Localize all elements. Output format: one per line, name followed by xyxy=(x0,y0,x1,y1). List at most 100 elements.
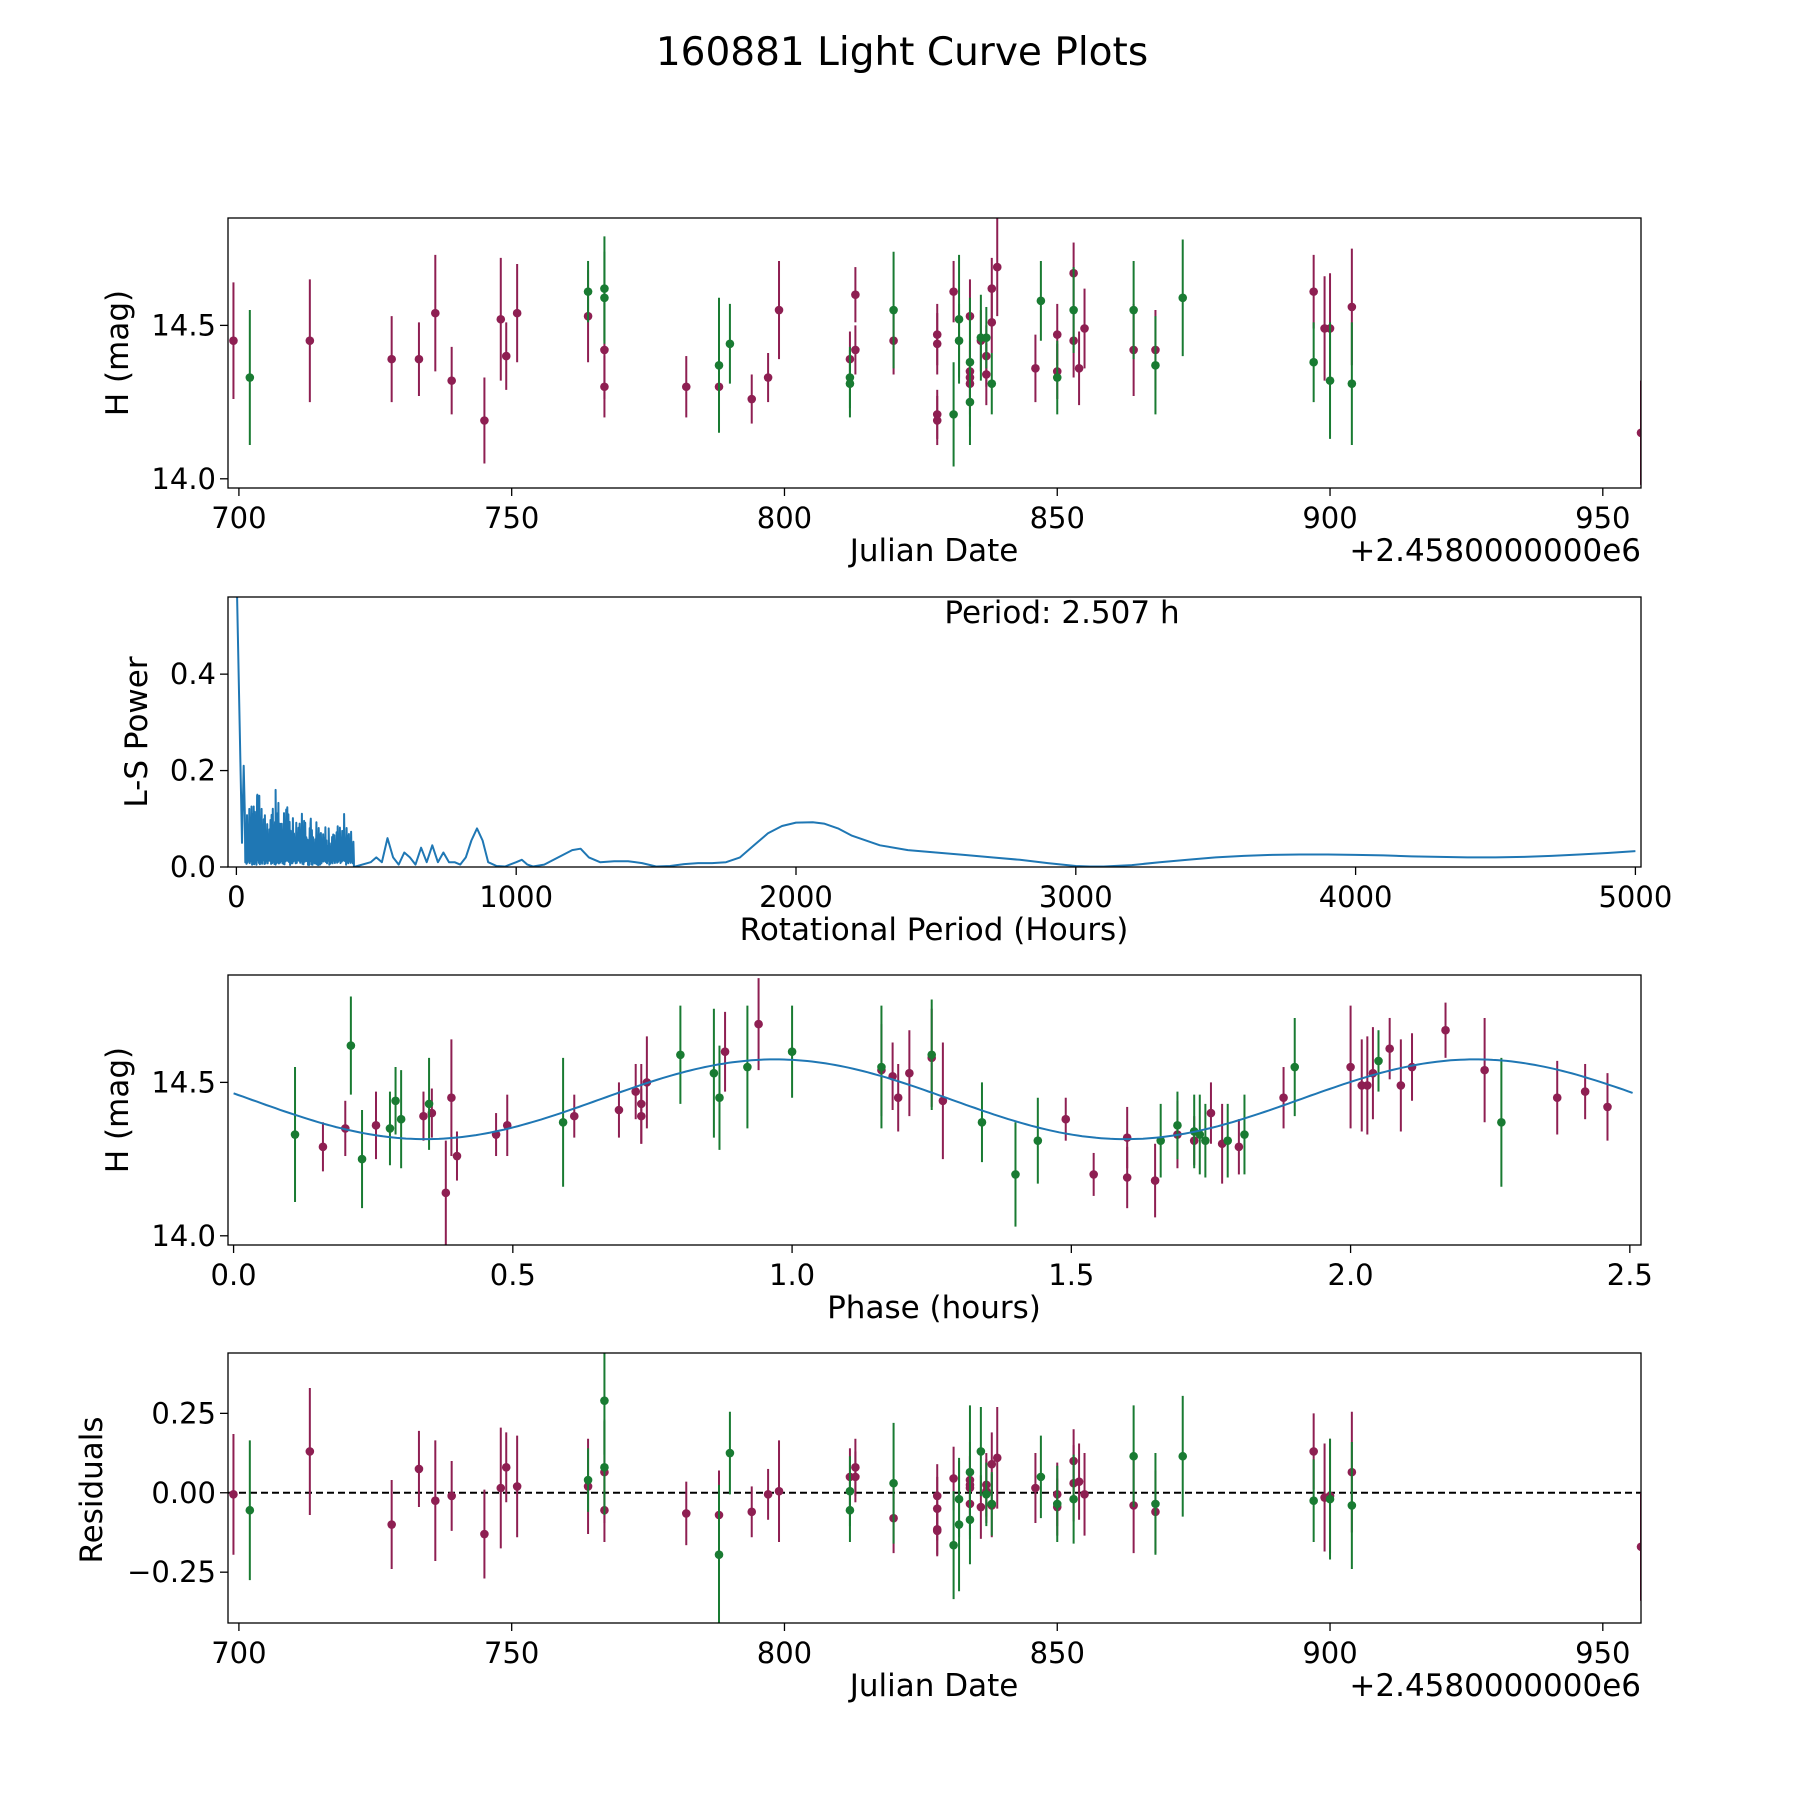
series_b-point xyxy=(1036,1472,1046,1482)
panel-periodogram: 0 1000 2000 3000 4000 5000 0.0 0.2 0.4 Rotationa… xyxy=(119,595,1672,948)
phased-ylabel: H (mag) xyxy=(100,1047,136,1173)
series_b-point xyxy=(600,1463,609,1472)
series_b-point xyxy=(1069,305,1078,315)
panel-light-curve: 700 750 800 850 900 950 14.0 14.5 Julian Date +… xyxy=(100,217,1642,569)
x-tick-label: 700 xyxy=(211,501,266,535)
series_a-point xyxy=(631,1087,641,1096)
series_a-point xyxy=(1150,1176,1160,1185)
series_a-point xyxy=(636,1099,646,1109)
series_a-point xyxy=(949,1474,958,1483)
series_b-point xyxy=(583,287,593,296)
series_a-point xyxy=(305,336,315,346)
series_b-point xyxy=(877,1062,886,1072)
x-tick-label: 900 xyxy=(1302,501,1357,535)
x-tick-label: 0 xyxy=(227,880,245,914)
series_a-point xyxy=(932,1526,942,1536)
series_b-point xyxy=(1347,379,1357,388)
series_b-point xyxy=(1033,1136,1043,1145)
series_a-point xyxy=(305,1447,315,1456)
series_b-point xyxy=(954,1520,964,1529)
series_a-point xyxy=(600,345,609,355)
series_a-point xyxy=(774,305,784,315)
panel-residuals: 700 750 800 850 900 950 0.25 0.00 −0.25 Julian D… xyxy=(74,1352,1642,1704)
series_a-point xyxy=(1480,1065,1489,1075)
series_a-point xyxy=(496,1483,506,1493)
series_b-point xyxy=(1325,376,1335,385)
series_b-point xyxy=(600,1396,609,1405)
series_a-point xyxy=(441,1188,451,1198)
series_a-point xyxy=(414,1464,424,1474)
series_a-point xyxy=(1441,1025,1450,1035)
series_b-point xyxy=(977,1117,987,1127)
y-tick-label: −0.25 xyxy=(127,1555,216,1589)
series_a-point xyxy=(1309,287,1318,296)
series_b-point xyxy=(725,339,735,349)
series_a-point xyxy=(480,1529,489,1539)
series_a-point xyxy=(1346,1062,1355,1072)
series_a-point xyxy=(452,1151,462,1161)
series_a-point xyxy=(851,1463,860,1472)
series_b-point xyxy=(987,379,997,388)
series_b-point xyxy=(982,333,991,342)
series_b-point xyxy=(845,379,855,388)
series_a-point xyxy=(1309,1447,1318,1456)
series_a-point xyxy=(387,1520,396,1529)
series_a-point xyxy=(371,1121,381,1130)
series_b-point xyxy=(949,1540,958,1550)
x-tick-label: 3000 xyxy=(1039,880,1113,914)
period-annotation: Period: 2.507 h xyxy=(944,595,1179,631)
series_a-point xyxy=(1363,1081,1372,1090)
series_a-point xyxy=(681,382,691,392)
series_b-point xyxy=(1178,293,1188,303)
series_a-point xyxy=(851,290,860,300)
x-tick-label: 2.0 xyxy=(1328,1258,1374,1292)
series_a-point xyxy=(747,1507,757,1517)
series_b-point xyxy=(385,1124,395,1133)
series_a-point xyxy=(496,314,506,324)
series_a-point xyxy=(1089,1170,1098,1179)
series_b-point xyxy=(845,1486,855,1496)
series_a-point xyxy=(1122,1173,1132,1182)
series_b-point xyxy=(1309,1496,1318,1506)
figure-title: 160881 Light Curve Plots xyxy=(656,30,1148,75)
x-tick-label: 750 xyxy=(484,501,539,535)
y-tick-label: 14.0 xyxy=(151,1219,216,1253)
light-curve-ylabel: H (mag) xyxy=(100,290,136,416)
series_a-point xyxy=(501,351,511,361)
residuals-xlabel: Julian Date xyxy=(848,1668,1019,1704)
series_a-point xyxy=(992,262,1002,272)
series_a-point xyxy=(419,1111,428,1121)
residuals-ylabel: Residuals xyxy=(74,1416,110,1563)
series_a-point xyxy=(1580,1087,1590,1096)
series_a-point xyxy=(229,336,238,346)
x-tick-label: 850 xyxy=(1030,1636,1085,1670)
series_b-point xyxy=(954,314,964,324)
series_a-point xyxy=(987,318,997,327)
series_b-point xyxy=(1325,1494,1335,1504)
series_a-point xyxy=(431,1496,440,1506)
series_a-point xyxy=(501,1463,511,1472)
series_a-point xyxy=(1279,1093,1288,1103)
series_b-point xyxy=(391,1096,400,1106)
residuals-frame xyxy=(227,1352,1642,1624)
series_b-point xyxy=(714,1550,724,1560)
series_a-point xyxy=(992,1453,1002,1463)
series_a-point xyxy=(763,1490,773,1499)
series_a-point xyxy=(600,382,609,392)
light-curve-xlabel: Julian Date xyxy=(848,533,1019,569)
series_a-point xyxy=(681,1509,691,1518)
series_a-point xyxy=(932,339,942,349)
series_b-point xyxy=(1156,1136,1165,1145)
series_b-point xyxy=(1129,305,1138,315)
x-tick-label: 0.5 xyxy=(490,1258,536,1292)
x-tick-label: 1000 xyxy=(479,880,553,914)
light-curve-offset-label: +2.4580000000e6 xyxy=(1349,533,1641,569)
x-tick-label: 800 xyxy=(757,1636,812,1670)
series_b-point xyxy=(982,1490,991,1499)
series_b-point xyxy=(1011,1170,1020,1179)
periodogram-ylabel: L-S Power xyxy=(119,656,155,807)
x-tick-label: 2000 xyxy=(759,880,833,914)
x-tick-label: 950 xyxy=(1575,1636,1630,1670)
residuals-offset-label: +2.4580000000e6 xyxy=(1349,1668,1641,1704)
series_b-point xyxy=(245,373,255,382)
